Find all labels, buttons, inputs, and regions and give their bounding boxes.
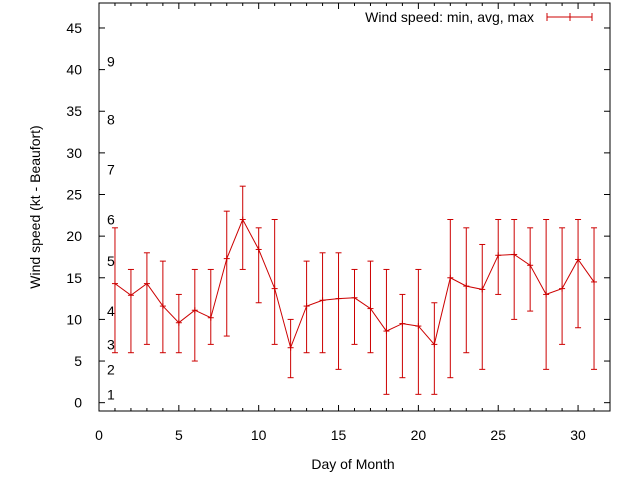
beaufort-label: 5 xyxy=(107,253,115,269)
y-tick-label: 20 xyxy=(66,228,82,244)
beaufort-label: 1 xyxy=(107,386,115,402)
x-tick-label: 10 xyxy=(251,427,267,443)
beaufort-scale-labels: 1 2 3 4 5 6 7 8 9 xyxy=(107,53,115,402)
x-tick-label: 20 xyxy=(411,427,427,443)
y-tick-label: 45 xyxy=(66,20,82,36)
y-tick-label: 25 xyxy=(66,187,82,203)
average-points xyxy=(111,216,598,351)
x-tick-label: 25 xyxy=(490,427,506,443)
plot-frame xyxy=(98,2,611,412)
legend: Wind speed: min, avg, max xyxy=(365,9,593,25)
y-tick-label: 40 xyxy=(66,62,82,78)
y-tick-label: 15 xyxy=(66,270,82,286)
x-axis-label: Day of Month xyxy=(311,456,394,472)
beaufort-label: 9 xyxy=(107,53,115,69)
y-tick-label: 35 xyxy=(66,103,82,119)
error-bars xyxy=(111,185,598,395)
y-axis-label: Wind speed (kt - Beaufort) xyxy=(27,125,43,288)
x-tick-label: 30 xyxy=(570,427,586,443)
beaufort-label: 2 xyxy=(107,361,115,377)
x-tick-label: 15 xyxy=(331,427,347,443)
beaufort-label: 6 xyxy=(107,211,115,227)
beaufort-label: 8 xyxy=(107,112,115,128)
beaufort-label: 3 xyxy=(107,336,115,352)
y-tick-label: 30 xyxy=(66,145,82,161)
y-tick-label: 10 xyxy=(66,311,82,327)
x-tick-label: 5 xyxy=(175,427,183,443)
beaufort-label: 7 xyxy=(107,162,115,178)
y-tick-label: 0 xyxy=(74,395,82,411)
beaufort-label: 4 xyxy=(107,303,115,319)
x-tick-label: 0 xyxy=(95,427,103,443)
y-tick-label: 5 xyxy=(74,353,82,369)
legend-label: Wind speed: min, avg, max xyxy=(365,9,534,25)
